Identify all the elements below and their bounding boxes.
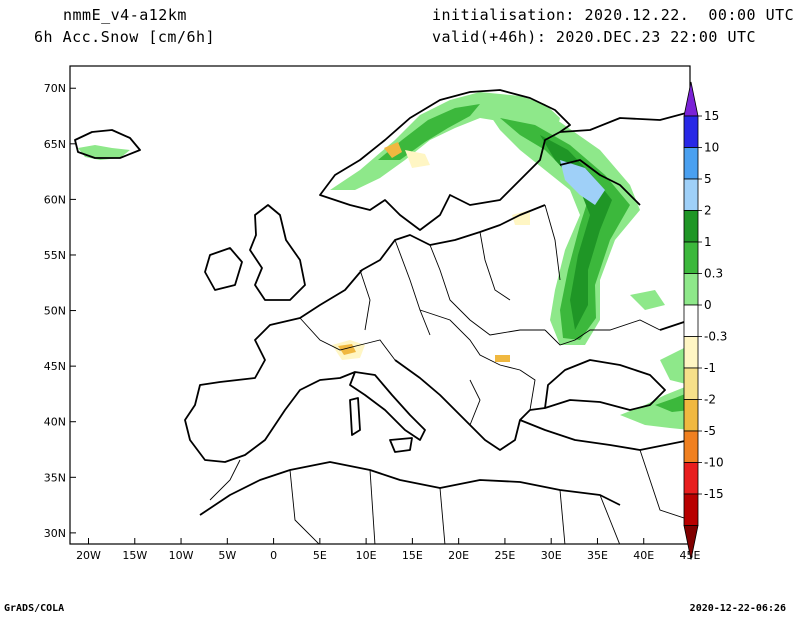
colorbar-label: 15 <box>704 109 719 123</box>
lon-tick-label: 15W <box>122 549 147 562</box>
colorbar: 15 10 5 2 1 0.3 0 -0.3 -1 -2 -5 -10 -15 <box>683 81 727 560</box>
lat-tick-label: 40N <box>44 416 66 429</box>
lon-tick-label: 5W <box>218 549 236 562</box>
snow-norway-cream <box>405 150 430 168</box>
longitude-axis: 20W15W10W5W05E10E15E20E25E30E35E40E45E <box>76 538 701 562</box>
lon-tick-label: 10E <box>356 549 377 562</box>
snow-field <box>78 92 690 430</box>
colorbar-segment <box>683 178 699 211</box>
lon-tick-label: 30E <box>541 549 562 562</box>
colorbar-label: 0 <box>704 298 712 312</box>
model-name: nmmE_v4-a12km <box>63 6 187 24</box>
lon-tick-label: 25E <box>494 549 515 562</box>
lat-tick-label: 30N <box>44 527 66 540</box>
lon-tick-label: 40E <box>633 549 654 562</box>
map-area <box>74 89 690 544</box>
colorbar-segment <box>683 336 699 369</box>
footer-software: GrADS/COLA <box>4 603 65 614</box>
snow-russia-light <box>485 108 640 345</box>
colorbar-label: 1 <box>704 235 712 249</box>
colorbar-label: 2 <box>704 204 712 218</box>
lat-tick-label: 70N <box>44 82 66 95</box>
lon-tick-label: 35E <box>587 549 608 562</box>
colorbar-label: -1 <box>704 361 716 375</box>
colorbar-label: -5 <box>704 424 716 438</box>
lat-tick-label: 35N <box>44 471 66 484</box>
lat-tick-label: 65N <box>44 138 66 151</box>
colorbar-label: 5 <box>704 172 712 186</box>
initialisation-time: initialisation: 2020.12.22. 00:00 UTC <box>432 6 795 24</box>
colorbar-label: -2 <box>704 393 716 407</box>
colorbar-segment <box>683 462 699 495</box>
latitude-axis: 30N 35N 40N 45N 50N 55N 60N 65N 70N <box>44 82 76 540</box>
field-name: 6h Acc.Snow [cm/6h] <box>34 28 216 46</box>
colorbar-segment <box>683 147 699 180</box>
colorbar-label: -10 <box>704 456 724 470</box>
colorbar-bottom-arrow <box>683 525 699 560</box>
lon-tick-label: 15E <box>402 549 423 562</box>
valid-time: valid(+46h): 2020.DEC.23 22:00 UTC <box>432 28 757 46</box>
colorbar-segment <box>683 304 699 337</box>
snow-volga <box>630 290 665 310</box>
snow-norway-orange <box>384 142 402 158</box>
lat-tick-label: 50N <box>44 305 66 318</box>
snow-russia-lightblue <box>560 160 605 205</box>
lon-tick-label: 0 <box>270 549 277 562</box>
lon-tick-label: 20W <box>76 549 101 562</box>
colorbar-segment <box>683 210 699 243</box>
colorbar-label: -15 <box>704 487 724 501</box>
footer-timestamp: 2020-12-22-06:26 <box>689 603 786 614</box>
colorbar-label: 0.3 <box>704 267 723 281</box>
lon-tick-label: 20E <box>448 549 469 562</box>
snow-caucasus-dark <box>655 392 690 412</box>
colorbar-label: -0.3 <box>704 330 727 344</box>
colorbar-segment <box>683 367 699 400</box>
lat-tick-label: 55N <box>44 249 66 262</box>
lon-tick-label: 10W <box>169 549 194 562</box>
lon-tick-label: 5E <box>313 549 327 562</box>
lat-tick-label: 45N <box>44 360 66 373</box>
colorbar-segment <box>683 115 699 148</box>
snow-caucasus <box>620 385 690 430</box>
colorbar-top-arrow <box>683 81 699 117</box>
snow-carpathian <box>495 355 510 362</box>
colorbar-segment <box>683 399 699 432</box>
colorbar-segment <box>683 430 699 463</box>
country-borders <box>209 204 690 544</box>
colorbar-label: 10 <box>704 141 719 155</box>
lat-tick-label: 60N <box>44 193 66 206</box>
snow-east-edge <box>660 345 690 385</box>
snow-scandinavia-mid <box>378 104 480 160</box>
colorbar-segment <box>683 493 699 526</box>
colorbar-segment <box>683 241 699 274</box>
colorbar-segment <box>683 273 699 306</box>
